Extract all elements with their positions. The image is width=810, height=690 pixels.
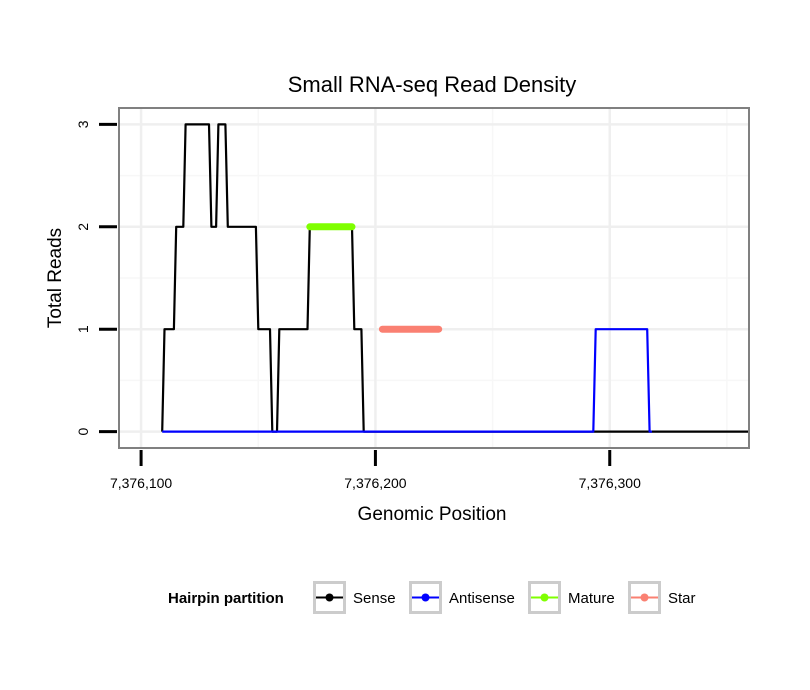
legend-key-point (540, 593, 549, 602)
legend-label-star: Star (668, 590, 696, 607)
legend-title: Hairpin partition (168, 590, 284, 607)
x-tick-label: 7,376,300 (579, 475, 641, 491)
y-tick-label: 3 (75, 120, 91, 128)
x-axis-title: Genomic Position (358, 504, 507, 525)
y-tick-label: 2 (75, 223, 91, 231)
y-tick-label: 1 (75, 325, 91, 333)
legend-key-point (325, 593, 334, 602)
legend-label-antisense: Antisense (449, 590, 515, 607)
series-sense-line (161, 123, 748, 433)
legend-label-mature: Mature (568, 590, 615, 607)
panel-border (118, 107, 750, 449)
axes: 0 1 2 3 7,376,100 7,376,200 7,376,300 (75, 120, 641, 491)
chart-title: Small RNA-seq Read Density (288, 72, 577, 97)
legend-key-point (421, 593, 430, 602)
grid (120, 109, 748, 447)
x-tick-label: 7,376,200 (344, 475, 406, 491)
y-axis-title: Total Reads (45, 228, 66, 328)
y-tick-label: 0 (75, 428, 91, 436)
legend-key-point (640, 593, 649, 602)
legend: Hairpin partition Sense Antisense Mature St… (168, 581, 696, 614)
series-layer (161, 123, 748, 433)
x-tick-label: 7,376,100 (110, 475, 172, 491)
series-antisense-line (162, 328, 652, 433)
legend-label-sense: Sense (353, 590, 396, 607)
